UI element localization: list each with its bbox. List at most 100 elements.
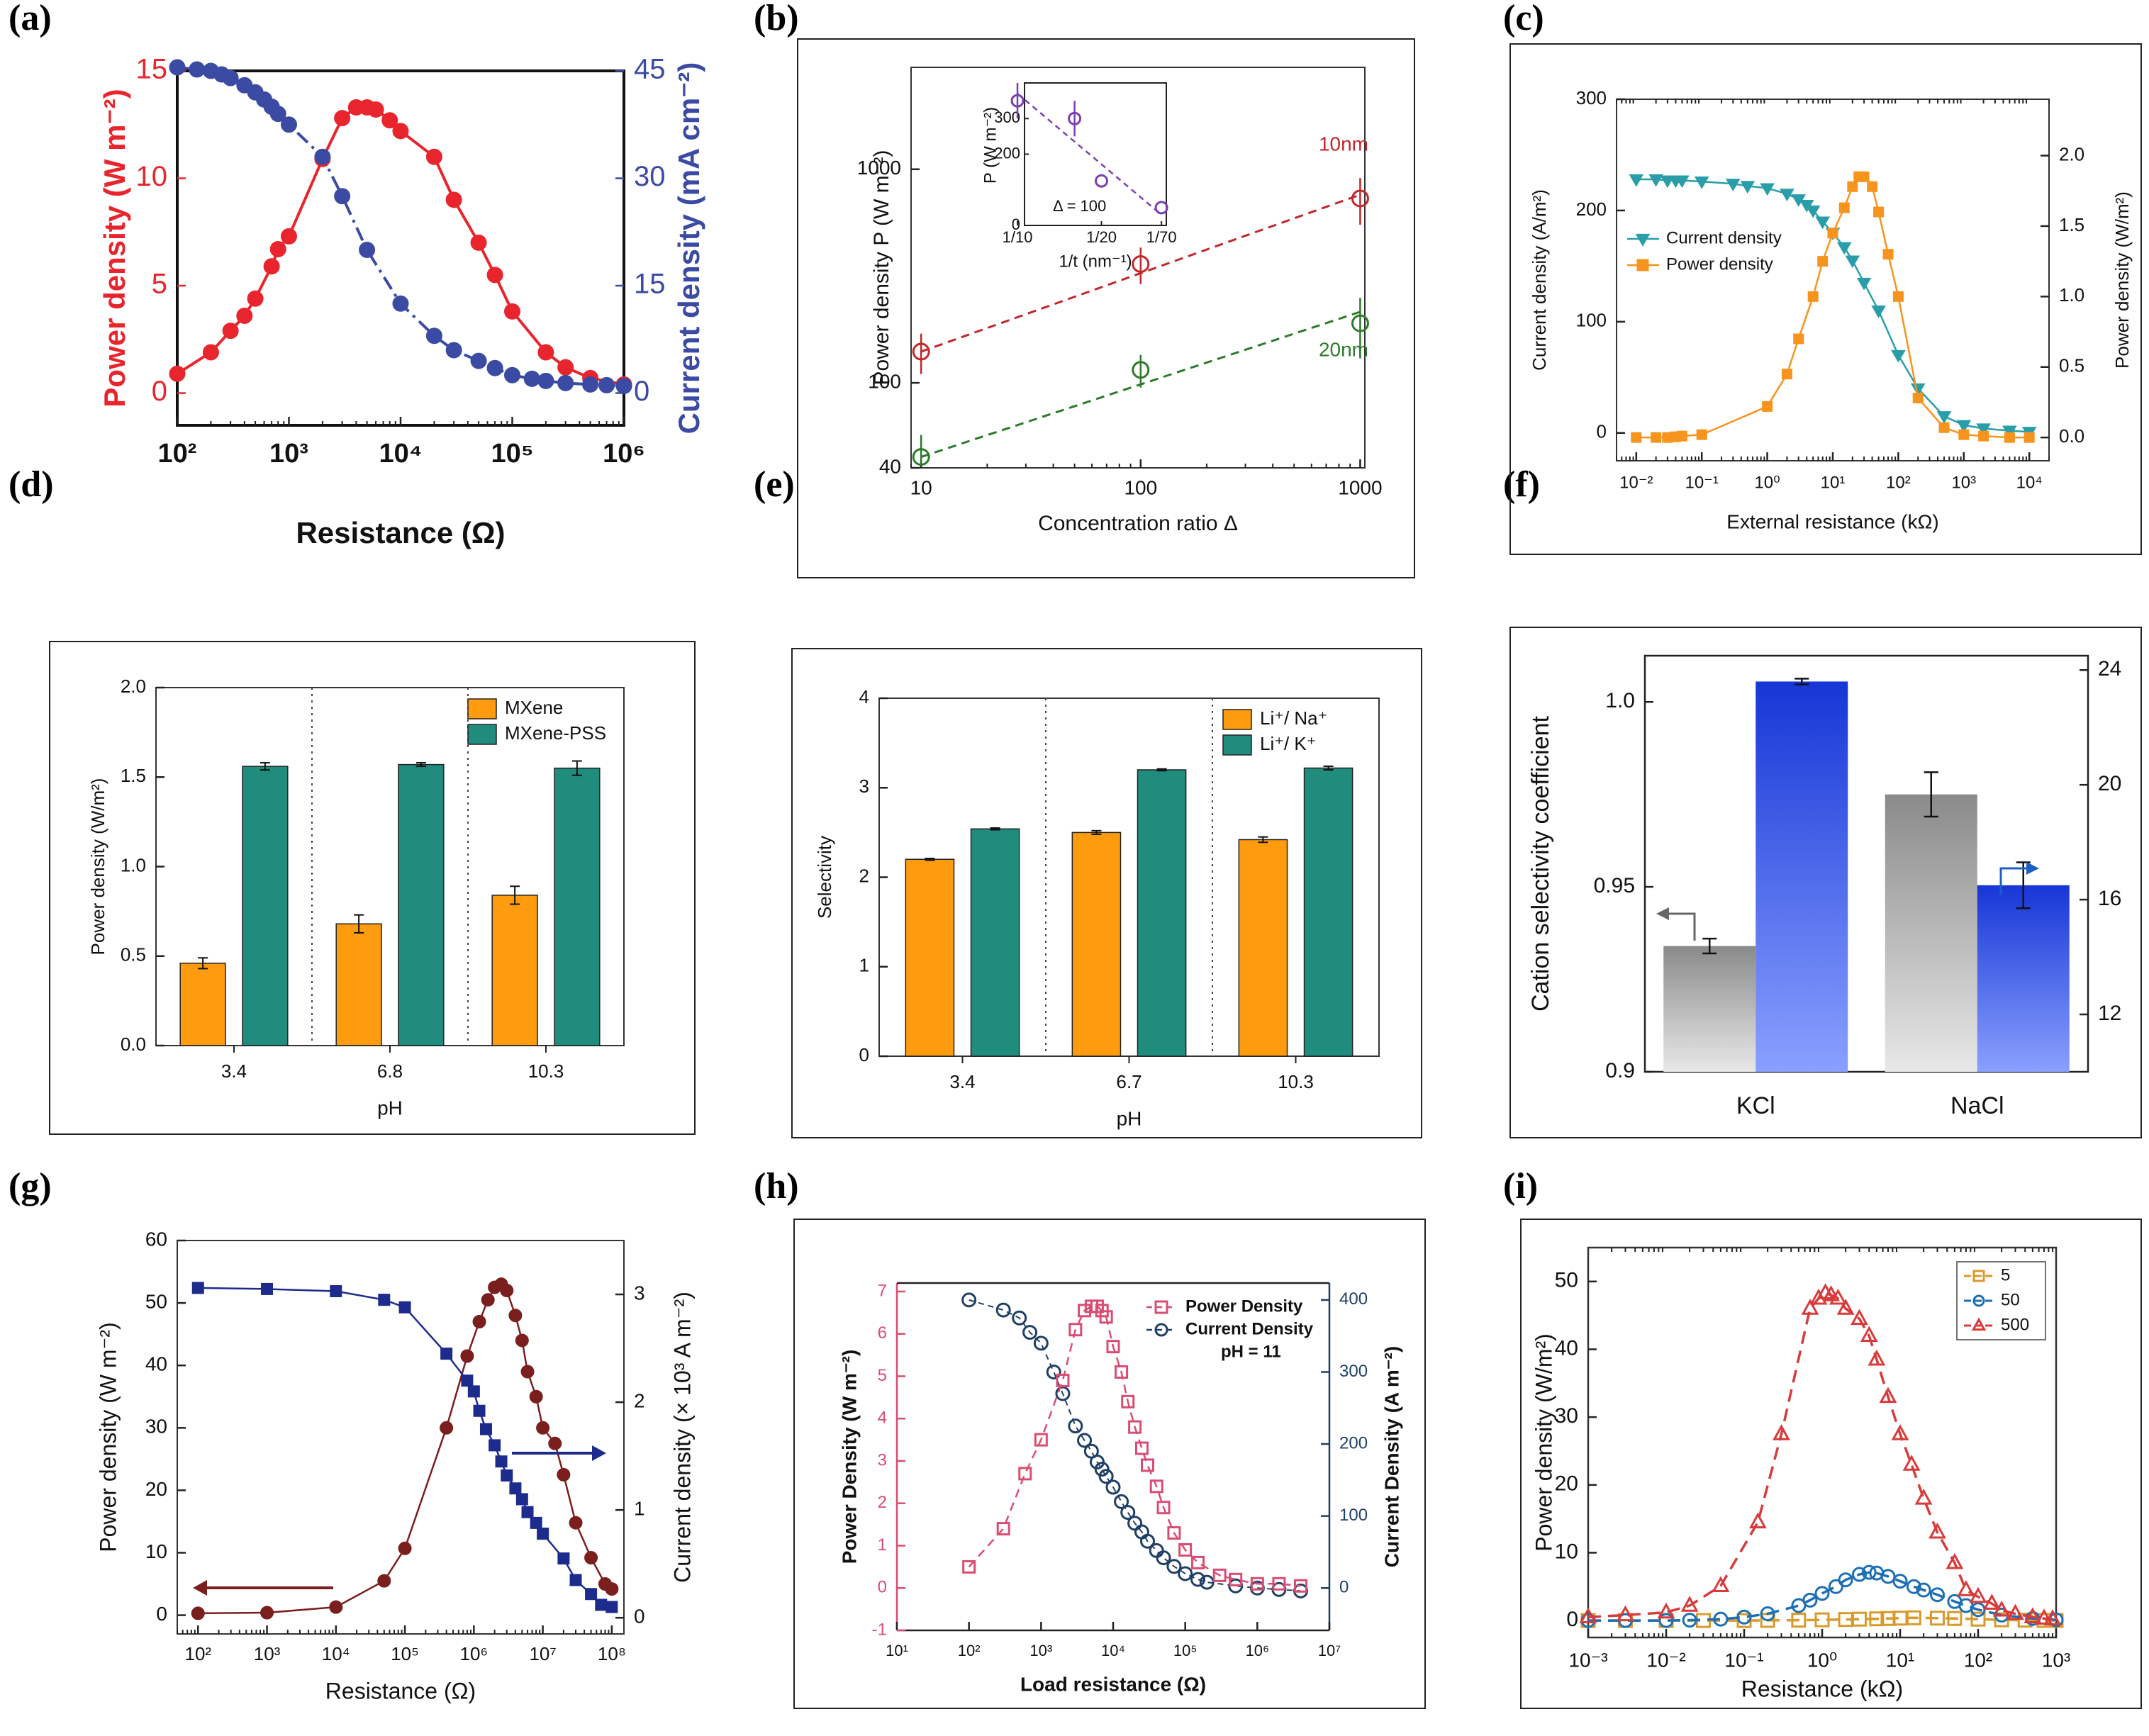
panel-border xyxy=(797,38,1415,578)
data-point xyxy=(1712,1576,1730,1593)
data-point xyxy=(334,110,351,127)
data-point xyxy=(2017,1613,2033,1628)
data-point xyxy=(1156,1501,1171,1515)
data-point xyxy=(398,1541,412,1555)
data-point xyxy=(557,1467,571,1482)
legend-box xyxy=(1956,1261,2046,1340)
data-point xyxy=(557,374,574,391)
panel-f: 0.9 0.95 1.0 12 16 20 24 KCl NaCl Cation selectiv… xyxy=(1509,627,2142,1138)
right-y-tick-label: 12 xyxy=(2098,1002,2121,1025)
data-point xyxy=(1120,1505,1136,1521)
data-point xyxy=(504,303,520,320)
x-tick-label: 10² xyxy=(1886,473,1911,492)
y-axis-title: Power density (W/m²) xyxy=(1531,1333,1556,1552)
data-point xyxy=(1658,1613,1674,1628)
data-point xyxy=(1748,1512,1767,1529)
annotation: 20nm xyxy=(1319,338,1368,360)
data-point xyxy=(236,307,253,324)
data-point xyxy=(1212,1568,1227,1582)
data-point xyxy=(1167,1526,1181,1540)
data-point xyxy=(473,1404,486,1417)
data-point xyxy=(1675,175,1690,189)
data-point xyxy=(523,370,540,387)
data-point xyxy=(1660,175,1675,189)
data-point xyxy=(1132,361,1150,379)
data-point xyxy=(1631,432,1642,443)
y2-axis-title: Current density (mA cm⁻²) xyxy=(672,62,705,435)
data-point xyxy=(536,1421,550,1435)
data-point xyxy=(1958,429,1970,440)
panel-label-h: (h) xyxy=(754,1166,799,1206)
bar xyxy=(1977,885,2070,1072)
x-axis-title: Load resistance (Ω) xyxy=(1020,1673,1206,1695)
right-axis-arrow xyxy=(1999,867,2029,895)
data-point xyxy=(1760,183,1775,196)
right-y-tick-label: 100 xyxy=(1339,1506,1368,1525)
data-point xyxy=(1140,1533,1156,1549)
data-point xyxy=(1736,1609,1752,1625)
data-point xyxy=(445,191,462,208)
data-point xyxy=(470,352,487,369)
x-axis-title: pH xyxy=(377,1097,403,1119)
data-point xyxy=(1969,1586,1987,1603)
data-point xyxy=(281,116,297,133)
inset-y-tick-label: 0 xyxy=(1012,215,1020,233)
x-tick-label: 10⁰ xyxy=(1754,473,1780,492)
data-point xyxy=(557,359,574,376)
x-tick-label: 10⁴ xyxy=(1101,1642,1125,1659)
right-y-tick-label: 24 xyxy=(2098,657,2121,681)
data-point xyxy=(269,241,286,258)
left-y-tick-label: 6 xyxy=(878,1323,887,1343)
data-point xyxy=(392,295,409,312)
data-point xyxy=(912,448,930,466)
legend-marker xyxy=(1972,1294,1985,1307)
panel-e: 0 1 2 3 4 3.4 6.7 10.3 Li⁺/ Na⁺ Li⁺/ K⁺ pH Selectiv… xyxy=(791,648,1422,1138)
data-point xyxy=(1912,392,1924,403)
x-tick-label: 10⁻³ xyxy=(1568,1649,1607,1671)
data-point xyxy=(1938,422,1950,433)
data-point xyxy=(1166,1559,1182,1574)
left-axis-arrow xyxy=(1666,912,1696,941)
panel-border xyxy=(1509,43,2142,555)
annotation: pH = 11 xyxy=(1221,1342,1281,1361)
data-point xyxy=(598,376,615,393)
data-point xyxy=(1970,1611,1986,1627)
inset-x-tick-label: 1/10 xyxy=(1003,228,1033,246)
panel-border xyxy=(793,1219,1426,1709)
data-point xyxy=(1657,1602,1675,1619)
data-point xyxy=(584,1551,598,1565)
data-point xyxy=(460,1349,474,1363)
panel-label-i: (i) xyxy=(1503,1166,1538,1206)
series-line-50 xyxy=(1588,1571,2057,1622)
left-y-tick-label: 1 xyxy=(859,955,869,976)
x-tick-label: 10⁻² xyxy=(1646,1649,1685,1671)
data-point xyxy=(269,106,286,123)
left-y-tick-label: 0 xyxy=(859,1044,869,1065)
x-tick-label: 10⁷ xyxy=(529,1643,556,1664)
right-y-tick-label: 0 xyxy=(634,1606,645,1628)
inset-data-point xyxy=(1010,94,1025,108)
data-point xyxy=(445,342,462,359)
data-point xyxy=(191,1606,205,1620)
left-y-tick-label: 60 xyxy=(145,1228,167,1250)
data-point xyxy=(615,377,632,394)
data-point xyxy=(1828,1579,1843,1594)
legend-swatch xyxy=(467,724,497,745)
y-axis-title: Current density (A/m²) xyxy=(1529,189,1550,371)
legend-label: MXene xyxy=(505,697,563,718)
data-point xyxy=(1791,1613,1807,1628)
data-point xyxy=(1882,249,1894,260)
y-axis-title: Power Density (W m⁻²) xyxy=(838,1350,860,1564)
legend-label: 5 xyxy=(2001,1265,2010,1284)
data-point xyxy=(1294,1579,1308,1593)
data-point xyxy=(569,1516,583,1530)
data-point xyxy=(1976,423,1991,437)
x-tick-label: 6.8 xyxy=(377,1060,403,1082)
left-y-tick-label: 2 xyxy=(859,865,869,886)
left-y-tick-label: -1 xyxy=(872,1620,887,1639)
left-axis-arrow-head xyxy=(1656,907,1669,920)
legend-marker xyxy=(1154,1300,1168,1314)
data-point xyxy=(605,1582,619,1596)
data-point xyxy=(1128,1420,1142,1434)
left-y-tick-label: 20 xyxy=(145,1478,167,1500)
